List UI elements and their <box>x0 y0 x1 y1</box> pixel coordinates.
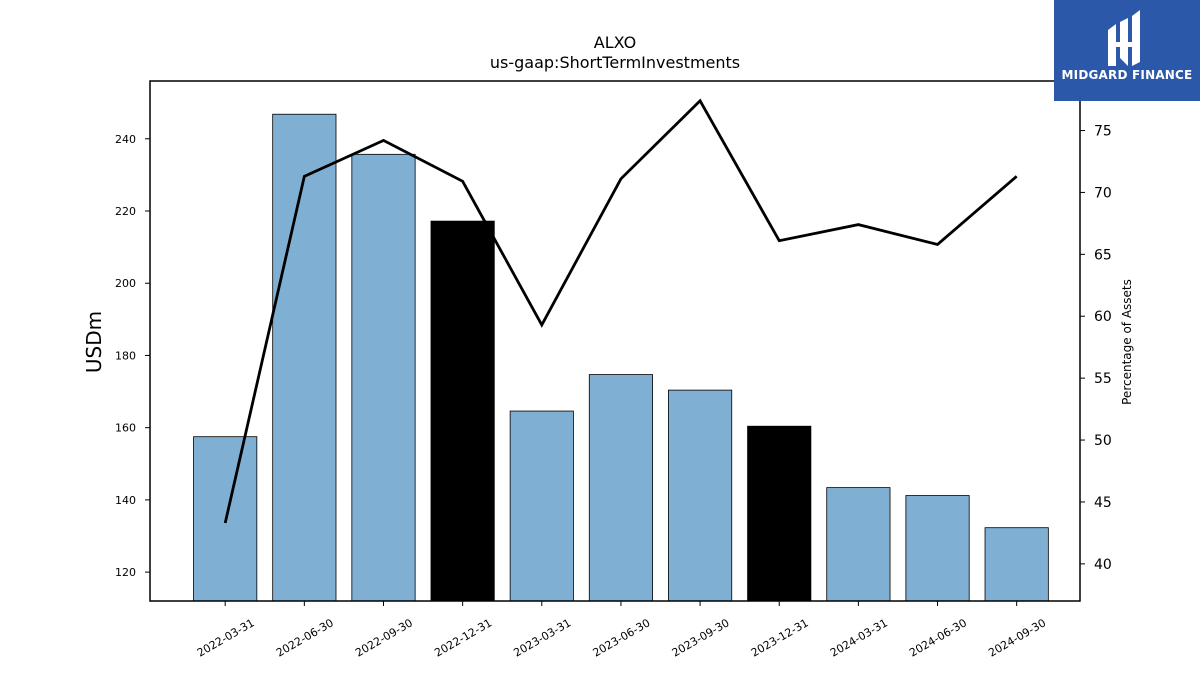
x-tick-label: 2023-06-30 <box>591 616 653 659</box>
bar-2022-12-31 <box>430 220 495 602</box>
bar-2024-06-30 <box>905 495 970 602</box>
x-tick-label: 2022-03-31 <box>195 616 257 659</box>
right-axis-ticks: 40 45 50 55 60 65 70 75 <box>1080 124 1112 573</box>
bar-2022-09-30 <box>351 153 416 602</box>
x-tick-label: 2024-03-31 <box>828 616 890 659</box>
x-tick-label: 2023-03-31 <box>511 616 573 659</box>
y2-tick-label: 65 <box>1094 247 1112 263</box>
y2-tick-label: 75 <box>1094 124 1112 140</box>
y-tick-label: 240 <box>115 133 136 146</box>
x-axis-ticks: 2022-03-31 2022-06-30 2022-09-30 2022-12-31… <box>195 601 1048 660</box>
percentage-line <box>223 98 1018 524</box>
chart-title: ALXO <box>594 33 636 52</box>
bar-2023-06-30 <box>588 374 653 602</box>
y2-axis-label: Percentage of Assets <box>1120 279 1134 405</box>
bar-2024-03-31 <box>826 487 891 602</box>
y-axis-label: USDm <box>82 311 106 373</box>
x-tick-label: 2023-12-31 <box>749 616 811 659</box>
bars-group <box>193 113 1049 602</box>
x-tick-label: 2024-06-30 <box>907 616 969 659</box>
y2-tick-label: 60 <box>1094 309 1112 325</box>
y-tick-label: 200 <box>115 277 136 290</box>
y2-tick-label: 45 <box>1094 495 1112 511</box>
x-tick-label: 2023-09-30 <box>670 616 732 659</box>
bar-2022-06-30 <box>272 113 337 602</box>
midgard-finance-logo: MIDGARD FINANCE <box>1054 0 1200 101</box>
logo-mark-icon <box>1108 10 1140 66</box>
line-group <box>223 98 1018 524</box>
x-tick-label: 2022-12-31 <box>432 616 494 659</box>
y2-tick-label: 55 <box>1094 371 1112 387</box>
y2-tick-label: 50 <box>1094 433 1112 449</box>
y-tick-label: 180 <box>115 349 136 362</box>
y-tick-label: 160 <box>115 422 136 435</box>
x-tick-label: 2024-09-30 <box>986 616 1048 659</box>
x-tick-label: 2022-06-30 <box>274 616 336 659</box>
left-axis-ticks: 120 140 160 180 200 220 240 <box>115 133 150 579</box>
y-tick-label: 120 <box>115 566 136 579</box>
bar-2023-03-31 <box>509 410 574 602</box>
bar-2023-12-31 <box>747 425 812 602</box>
y-tick-label: 140 <box>115 494 136 507</box>
y2-tick-label: 70 <box>1094 185 1112 201</box>
plot-frame <box>149 80 1081 602</box>
logo-text: MIDGARD FINANCE <box>1061 68 1193 82</box>
y2-tick-label: 40 <box>1094 557 1112 573</box>
chart-subtitle: us-gaap:ShortTermInvestments <box>490 53 740 72</box>
y-tick-label: 220 <box>115 205 136 218</box>
bar-2023-09-30 <box>668 389 733 602</box>
bar-2024-09-30 <box>984 527 1049 602</box>
x-tick-label: 2022-09-30 <box>353 616 415 659</box>
